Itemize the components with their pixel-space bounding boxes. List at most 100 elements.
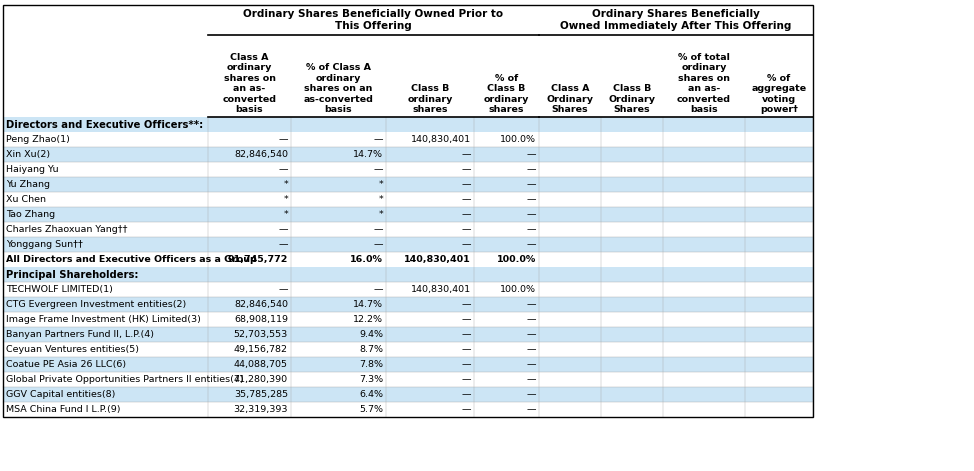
Text: 14.7%: 14.7% <box>353 150 383 159</box>
Text: Class B
ordinary
shares: Class B ordinary shares <box>407 84 453 114</box>
Text: % of
aggregate
voting
power†: % of aggregate voting power† <box>751 74 806 114</box>
Text: Image Frame Investment (HK) Limited(3): Image Frame Investment (HK) Limited(3) <box>6 315 201 324</box>
Text: —: — <box>373 225 383 234</box>
Text: —: — <box>462 150 471 159</box>
Text: 91,745,772: 91,745,772 <box>228 255 288 264</box>
Bar <box>3 342 813 357</box>
Text: Class B
Ordinary
Shares: Class B Ordinary Shares <box>609 84 656 114</box>
Text: —: — <box>527 195 536 204</box>
Text: —: — <box>462 300 471 309</box>
Text: 52,703,553: 52,703,553 <box>234 330 288 339</box>
Text: 100.0%: 100.0% <box>500 285 536 294</box>
Text: —: — <box>279 165 288 174</box>
Bar <box>3 237 813 252</box>
Bar <box>3 282 813 297</box>
Text: Yu Zhang: Yu Zhang <box>6 180 50 189</box>
Text: 44,088,705: 44,088,705 <box>234 360 288 369</box>
Text: —: — <box>462 405 471 414</box>
Text: Xu Chen: Xu Chen <box>6 195 46 204</box>
Text: —: — <box>462 330 471 339</box>
Text: 82,846,540: 82,846,540 <box>234 300 288 309</box>
Text: Ceyuan Ventures entities(5): Ceyuan Ventures entities(5) <box>6 345 139 354</box>
Text: Xin Xu(2): Xin Xu(2) <box>6 150 50 159</box>
Text: Directors and Executive Officers**:: Directors and Executive Officers**: <box>6 120 204 130</box>
Text: 140,830,401: 140,830,401 <box>411 285 471 294</box>
Bar <box>3 147 813 162</box>
Text: —: — <box>527 240 536 249</box>
Text: —: — <box>527 315 536 324</box>
Text: —: — <box>279 225 288 234</box>
Text: —: — <box>527 300 536 309</box>
Text: *: * <box>378 180 383 189</box>
Bar <box>3 177 813 192</box>
Text: —: — <box>373 240 383 249</box>
Text: 82,846,540: 82,846,540 <box>234 150 288 159</box>
Text: Coatue PE Asia 26 LLC(6): Coatue PE Asia 26 LLC(6) <box>6 360 126 369</box>
Text: Global Private Opportunities Partners II entities(7): Global Private Opportunities Partners II… <box>6 375 244 384</box>
Text: Haiyang Yu: Haiyang Yu <box>6 165 58 174</box>
Text: 14.7%: 14.7% <box>353 300 383 309</box>
Text: % of Class A
ordinary
shares on an
as-converted
basis: % of Class A ordinary shares on an as-co… <box>304 64 373 114</box>
Text: Banyan Partners Fund II, L.P.(4): Banyan Partners Fund II, L.P.(4) <box>6 330 154 339</box>
Bar <box>3 5 813 417</box>
Text: 6.4%: 6.4% <box>359 390 383 399</box>
Text: —: — <box>527 345 536 354</box>
Text: *: * <box>378 195 383 204</box>
Text: —: — <box>462 390 471 399</box>
Text: —: — <box>527 180 536 189</box>
Text: —: — <box>527 390 536 399</box>
Text: *: * <box>283 195 288 204</box>
Text: All Directors and Executive Officers as a Group: All Directors and Executive Officers as … <box>6 255 257 264</box>
Text: —: — <box>462 195 471 204</box>
Text: 16.0%: 16.0% <box>350 255 383 264</box>
Bar <box>3 267 813 282</box>
Text: TECHWOLF LIMITED(1): TECHWOLF LIMITED(1) <box>6 285 113 294</box>
Text: —: — <box>462 180 471 189</box>
Text: —: — <box>279 135 288 144</box>
Text: —: — <box>462 360 471 369</box>
Text: —: — <box>373 285 383 294</box>
Text: Class A
Ordinary
Shares: Class A Ordinary Shares <box>546 84 593 114</box>
Text: 7.8%: 7.8% <box>359 360 383 369</box>
Text: MSA China Fund I L.P.(9): MSA China Fund I L.P.(9) <box>6 405 121 414</box>
Text: —: — <box>527 165 536 174</box>
Bar <box>3 297 813 312</box>
Bar <box>3 117 813 132</box>
Text: % of
Class B
ordinary
shares: % of Class B ordinary shares <box>484 74 529 114</box>
Text: Charles Zhaoxuan Yang††: Charles Zhaoxuan Yang†† <box>6 225 128 234</box>
Bar <box>3 327 813 342</box>
Text: 140,830,401: 140,830,401 <box>411 135 471 144</box>
Text: 140,830,401: 140,830,401 <box>404 255 471 264</box>
Text: Peng Zhao(1): Peng Zhao(1) <box>6 135 70 144</box>
Text: 8.7%: 8.7% <box>359 345 383 354</box>
Bar <box>3 252 813 267</box>
Bar <box>3 312 813 327</box>
Text: *: * <box>378 210 383 219</box>
Text: 7.3%: 7.3% <box>358 375 383 384</box>
Text: Yonggang Sun††: Yonggang Sun†† <box>6 240 83 249</box>
Text: Class A
ordinary
shares on
an as-
converted
basis: Class A ordinary shares on an as- conver… <box>222 53 277 114</box>
Text: —: — <box>373 165 383 174</box>
Text: —: — <box>462 165 471 174</box>
Text: 9.4%: 9.4% <box>359 330 383 339</box>
Text: 35,785,285: 35,785,285 <box>234 390 288 399</box>
Text: —: — <box>527 360 536 369</box>
Text: —: — <box>462 210 471 219</box>
Text: Ordinary Shares Beneficially Owned Prior to
This Offering: Ordinary Shares Beneficially Owned Prior… <box>244 9 504 31</box>
Text: 68,908,119: 68,908,119 <box>234 315 288 324</box>
Bar <box>3 372 813 387</box>
Text: —: — <box>527 225 536 234</box>
Text: Principal Shareholders:: Principal Shareholders: <box>6 269 138 279</box>
Text: 49,156,782: 49,156,782 <box>234 345 288 354</box>
Text: *: * <box>283 180 288 189</box>
Text: 32,319,393: 32,319,393 <box>234 405 288 414</box>
Bar <box>3 387 813 402</box>
Text: —: — <box>462 345 471 354</box>
Text: 100.0%: 100.0% <box>497 255 536 264</box>
Bar <box>3 162 813 177</box>
Text: —: — <box>527 210 536 219</box>
Text: CTG Evergreen Investment entities(2): CTG Evergreen Investment entities(2) <box>6 300 186 309</box>
Text: 5.7%: 5.7% <box>359 405 383 414</box>
Text: % of total
ordinary
shares on
an as-
converted
basis: % of total ordinary shares on an as- con… <box>677 53 731 114</box>
Text: 12.2%: 12.2% <box>353 315 383 324</box>
